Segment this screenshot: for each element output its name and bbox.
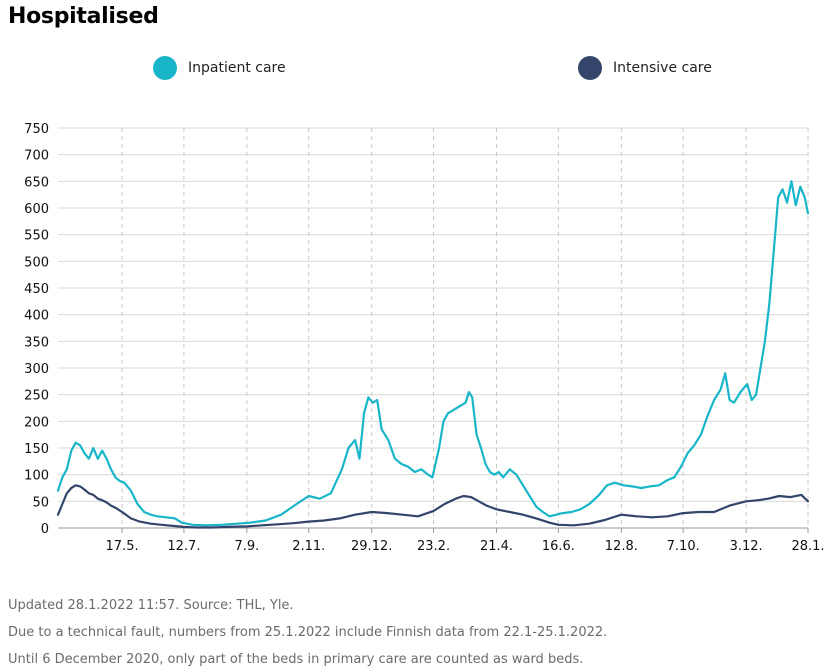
chart-title: Hospitalised <box>8 4 159 29</box>
x-tick-label: 21.4. <box>480 539 513 550</box>
y-tick-label: 150 <box>24 442 49 457</box>
y-tick-label: 350 <box>24 335 49 350</box>
y-tick-label: 600 <box>24 202 49 217</box>
x-tick-label: 16.6. <box>542 539 575 550</box>
footer-note-beds: Until 6 December 2020, only part of the … <box>8 652 584 667</box>
y-tick-label: 550 <box>24 229 49 244</box>
legend-label-intensive: Intensive care <box>613 60 712 76</box>
legend-label-inpatient: Inpatient care <box>188 60 286 76</box>
y-tick-label: 450 <box>24 282 49 297</box>
x-tick-label: 2.11. <box>292 539 325 550</box>
x-tick-label: 12.7. <box>167 539 200 550</box>
x-tick-label: 12.8. <box>605 539 638 550</box>
y-tick-label: 400 <box>24 309 49 324</box>
y-tick-label: 750 <box>24 122 49 137</box>
y-tick-label: 250 <box>24 389 49 404</box>
y-tick-label: 50 <box>32 495 49 510</box>
y-tick-label: 100 <box>24 469 49 484</box>
x-tick-label: 28.1. <box>791 539 824 550</box>
y-tick-label: 200 <box>24 415 49 430</box>
x-tick-label: 17.5. <box>106 539 139 550</box>
horizontal-gridlines <box>58 127 808 529</box>
x-axis-tick-labels: 17.5. 12.7. 7.9. 2.11. 29.12. 23.2. 21.4. 16.6.… <box>106 539 825 550</box>
y-tick-label: 500 <box>24 255 49 270</box>
footer-updated: Updated 28.1.2022 11:57. Source: THL, Yl… <box>8 598 294 613</box>
footer-note-fault: Due to a technical fault, numbers from 2… <box>8 625 608 640</box>
x-tick-label: 3.12. <box>730 539 763 550</box>
line-chart: 0 50 100 150 200 250 300 350 400 450 500 550 600 650 7… <box>24 122 825 550</box>
vertical-gridlines <box>121 128 809 533</box>
legend-item-intensive[interactable]: Intensive care <box>578 56 712 80</box>
x-tick-label: 7.9. <box>234 539 259 550</box>
y-tick-label: 650 <box>24 175 49 190</box>
x-tick-label: 23.2. <box>417 539 450 550</box>
legend-dot-icon <box>153 56 177 80</box>
x-tick-label: 29.12. <box>351 539 392 550</box>
x-tick-label: 7.10. <box>667 539 700 550</box>
y-tick-label: 0 <box>41 522 49 537</box>
series-lines <box>56 180 810 529</box>
y-tick-label: 700 <box>24 149 49 164</box>
y-axis-tick-labels: 0 50 100 150 200 250 300 350 400 450 500 550 600 650 7… <box>24 122 49 537</box>
series-line-inpatient <box>56 180 810 527</box>
legend-dot-icon <box>578 56 602 80</box>
legend-item-inpatient[interactable]: Inpatient care <box>153 56 286 80</box>
series-line-intensive <box>56 484 810 529</box>
y-tick-label: 300 <box>24 362 49 377</box>
